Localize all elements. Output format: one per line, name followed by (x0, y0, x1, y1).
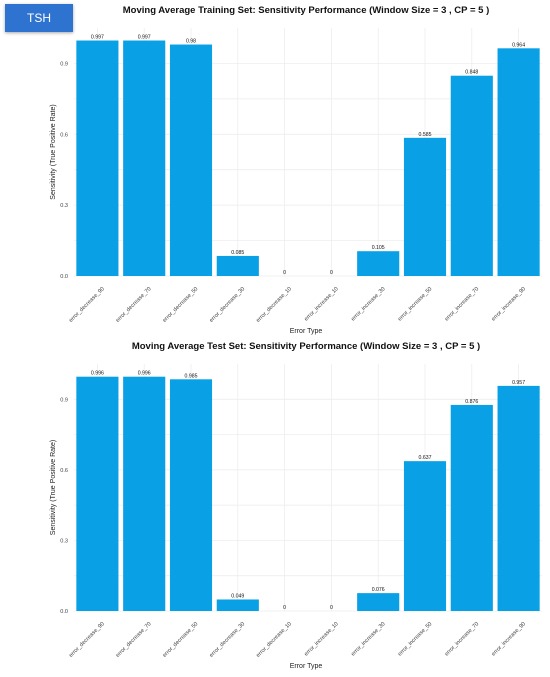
y-tick-label: 0.3 (60, 203, 68, 209)
x-tick-label: error_decrease_30 (209, 286, 247, 324)
x-tick-label: error_increase_10 (303, 286, 339, 322)
x-tick-label: error_decrease_50 (162, 621, 200, 659)
x-axis-title: Error Type (290, 328, 323, 335)
x-tick-label: error_increase_90 (491, 286, 527, 322)
x-tick-label: error_decrease_30 (209, 621, 247, 659)
x-tick-label: error_decrease_90 (68, 621, 106, 659)
bar (357, 593, 400, 611)
y-axis-title: Sensitivity (True Positive Rate) (50, 440, 57, 535)
test-sensitivity-chart: Moving Average Test Set: Sensitivity Per… (50, 341, 542, 670)
x-tick-label: error_increase_70 (444, 286, 480, 322)
bar-value-label: 0.997 (138, 35, 151, 41)
bar-value-label: 0 (330, 270, 333, 276)
bar-value-label: 0 (283, 270, 286, 276)
x-tick-label: error_decrease_90 (68, 286, 106, 324)
y-tick-label: 0.0 (60, 274, 68, 280)
x-tick-label: error_decrease_10 (255, 286, 293, 324)
bar (403, 137, 447, 276)
y-tick-label: 0.0 (60, 609, 68, 615)
x-tick-label: error_decrease_10 (255, 621, 293, 659)
bar (76, 376, 119, 611)
x-tick-label: error_increase_30 (350, 286, 386, 322)
y-axis-title: Sensitivity (True Positive Rate) (50, 104, 57, 199)
bar (450, 404, 493, 611)
bar-value-label: 0.848 (465, 70, 478, 76)
x-tick-label: error_increase_30 (350, 621, 386, 657)
x-tick-label: error_decrease_70 (115, 621, 153, 659)
x-tick-label: error_increase_10 (303, 621, 339, 657)
bar-value-label: 0.98 (186, 39, 196, 45)
bar-value-label: 0.957 (512, 380, 525, 386)
x-tick-label: error_decrease_50 (162, 286, 200, 324)
bar-value-label: 0 (330, 605, 333, 611)
x-tick-label: error_increase_70 (444, 621, 480, 657)
bar (497, 385, 540, 611)
chart-title: Moving Average Training Set: Sensitivity… (123, 5, 489, 16)
bar (403, 461, 447, 611)
bar (216, 599, 259, 611)
y-tick-label: 0.9 (60, 397, 68, 403)
x-tick-label: error_increase_50 (397, 621, 433, 657)
x-tick-label: error_increase_50 (397, 286, 433, 322)
y-tick-label: 0.9 (60, 61, 68, 67)
bar-value-label: 0.996 (91, 371, 104, 377)
bar (169, 44, 213, 277)
bar-value-label: 0.985 (185, 373, 198, 379)
tsh-badge: TSH (5, 4, 73, 32)
x-axis-title: Error Type (290, 663, 323, 670)
y-tick-label: 0.6 (60, 468, 68, 474)
training-sensitivity-chart: Moving Average Training Set: Sensitivity… (50, 5, 542, 335)
bar-value-label: 0.997 (91, 35, 104, 41)
y-tick-label: 0.3 (60, 538, 68, 544)
chart-title: Moving Average Test Set: Sensitivity Per… (132, 341, 480, 352)
bar-value-label: 0.996 (138, 371, 151, 377)
bar-value-label: 0.964 (512, 42, 525, 48)
x-tick-label: error_decrease_70 (115, 286, 153, 324)
bar-value-label: 0.049 (231, 593, 244, 599)
bar (123, 376, 166, 611)
bar-value-label: 0.076 (372, 587, 385, 593)
bar (450, 75, 493, 276)
bar-value-label: 0.637 (419, 455, 432, 461)
bar (357, 251, 400, 276)
bar (497, 48, 540, 277)
bar-value-label: 0.105 (372, 245, 385, 251)
bar (216, 255, 259, 276)
bar-value-label: 0.085 (231, 250, 244, 256)
bar (169, 379, 213, 611)
y-tick-label: 0.6 (60, 132, 68, 138)
bar (123, 40, 166, 276)
bar-value-label: 0 (283, 605, 286, 611)
bar-value-label: 0.876 (465, 399, 478, 405)
bar-value-label: 0.585 (419, 132, 432, 138)
x-tick-label: error_increase_90 (491, 621, 527, 657)
bar (76, 40, 119, 276)
